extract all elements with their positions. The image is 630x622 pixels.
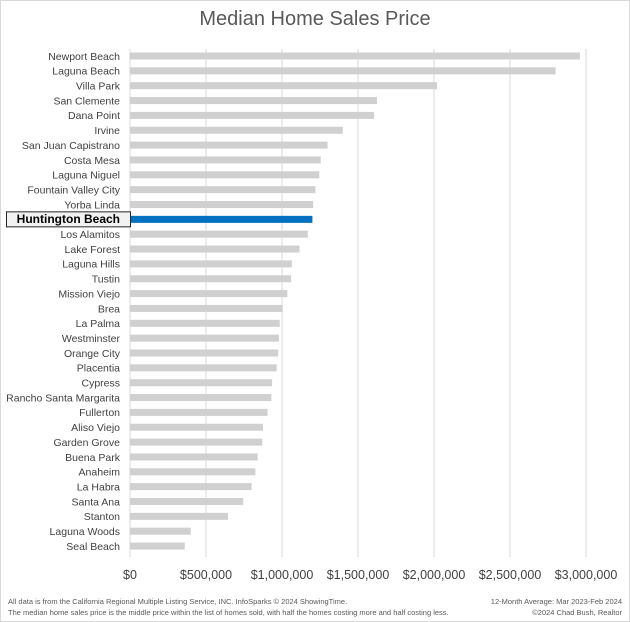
bar bbox=[130, 97, 377, 105]
category-label: Los Alamitos bbox=[60, 229, 120, 241]
category-label: Brea bbox=[98, 303, 120, 315]
category-label: Cypress bbox=[81, 378, 120, 390]
bar bbox=[130, 141, 328, 149]
x-tick-label: $1,500,000 bbox=[327, 568, 390, 582]
category-labels: Newport Beach Laguna Beach Villa Park San C… bbox=[6, 51, 131, 553]
bar bbox=[130, 290, 288, 298]
category-label: Irvine bbox=[94, 125, 120, 137]
category-label: Rancho Santa Margarita bbox=[6, 392, 120, 404]
bar bbox=[130, 319, 280, 327]
category-label: San Juan Capistrano bbox=[22, 140, 120, 152]
category-label: Stanton bbox=[84, 511, 120, 523]
chart-title: Median Home Sales Price bbox=[199, 8, 431, 30]
category-label: Mission Viejo bbox=[58, 288, 120, 300]
category-label: Laguna Woods bbox=[50, 526, 120, 538]
bar bbox=[130, 260, 292, 268]
category-label: Tustin bbox=[92, 274, 120, 286]
category-label: Aliso Viejo bbox=[71, 422, 120, 434]
bar-chart: Newport Beach Laguna Beach Villa Park San C… bbox=[6, 49, 617, 582]
bar bbox=[130, 438, 263, 446]
category-label: Fullerton bbox=[79, 407, 120, 419]
gridlines bbox=[129, 49, 587, 557]
bar bbox=[130, 349, 279, 357]
bar bbox=[130, 512, 229, 520]
x-tick-label: $3,000,000 bbox=[555, 568, 618, 582]
bar-highlight bbox=[130, 215, 313, 223]
category-label: Santa Ana bbox=[72, 496, 121, 508]
category-label: La Habra bbox=[77, 481, 120, 493]
bar bbox=[130, 52, 580, 60]
footer-note: The median home sales price is the middl… bbox=[8, 608, 449, 617]
bar bbox=[130, 483, 252, 491]
footer-period: 12-Month Average: Mar 2023-Feb 2024 bbox=[490, 597, 622, 606]
bar bbox=[130, 67, 556, 75]
bar bbox=[130, 111, 374, 119]
x-axis-ticks: $0 $500,000 $1,000,000 $1,500,000 $2,000,000… bbox=[123, 568, 617, 582]
bar bbox=[130, 245, 300, 253]
footer-copyright: ©2024 Chad Bush, Realtor bbox=[532, 608, 622, 617]
bar bbox=[130, 304, 283, 312]
bar bbox=[130, 82, 438, 90]
bar bbox=[130, 186, 316, 194]
bar bbox=[130, 468, 256, 476]
category-label: Costa Mesa bbox=[64, 155, 120, 167]
category-label: Orange City bbox=[64, 348, 121, 360]
highlight-label-box bbox=[6, 211, 131, 228]
category-label: Westminster bbox=[62, 333, 121, 345]
category-label: Laguna Niguel bbox=[52, 170, 120, 182]
bar bbox=[130, 364, 277, 372]
category-label: Fountain Valley City bbox=[27, 184, 120, 196]
category-label: Garden Grove bbox=[53, 437, 120, 449]
bar bbox=[130, 527, 191, 535]
category-label: La Palma bbox=[76, 318, 121, 330]
bar bbox=[130, 156, 321, 164]
bars bbox=[130, 52, 580, 550]
bar bbox=[130, 453, 258, 461]
category-label: Buena Park bbox=[65, 452, 121, 464]
bar bbox=[130, 230, 308, 238]
bar bbox=[130, 498, 244, 505]
bar bbox=[130, 201, 314, 208]
category-label: San Clemente bbox=[53, 95, 120, 107]
category-label: Anaheim bbox=[79, 467, 121, 479]
bar bbox=[130, 408, 268, 416]
bar bbox=[130, 423, 263, 431]
x-tick-label: $2,500,000 bbox=[479, 568, 542, 582]
x-tick-label: $1,000,000 bbox=[251, 568, 314, 582]
category-label: Yorba Linda bbox=[64, 199, 120, 211]
footer-source: All data is from the California Regional… bbox=[8, 597, 348, 606]
bar bbox=[130, 126, 343, 134]
category-label: Newport Beach bbox=[48, 51, 120, 63]
category-label: Seal Beach bbox=[66, 541, 120, 553]
bar bbox=[130, 542, 185, 550]
category-label: Lake Forest bbox=[65, 244, 121, 256]
category-label: Placentia bbox=[77, 363, 120, 375]
category-label: Villa Park bbox=[76, 81, 121, 93]
category-label: Laguna Hills bbox=[62, 259, 120, 271]
category-label-highlight: Huntington Beach bbox=[17, 212, 120, 226]
category-label: Dana Point bbox=[68, 110, 120, 122]
bar bbox=[130, 275, 292, 283]
category-label: Laguna Beach bbox=[52, 66, 120, 78]
bar bbox=[130, 394, 272, 402]
bar bbox=[130, 334, 279, 342]
x-tick-label: $500,000 bbox=[180, 568, 232, 582]
bar bbox=[130, 379, 273, 387]
x-tick-label: $2,000,000 bbox=[403, 568, 466, 582]
x-tick-label: $0 bbox=[123, 568, 137, 582]
bar bbox=[130, 171, 320, 179]
